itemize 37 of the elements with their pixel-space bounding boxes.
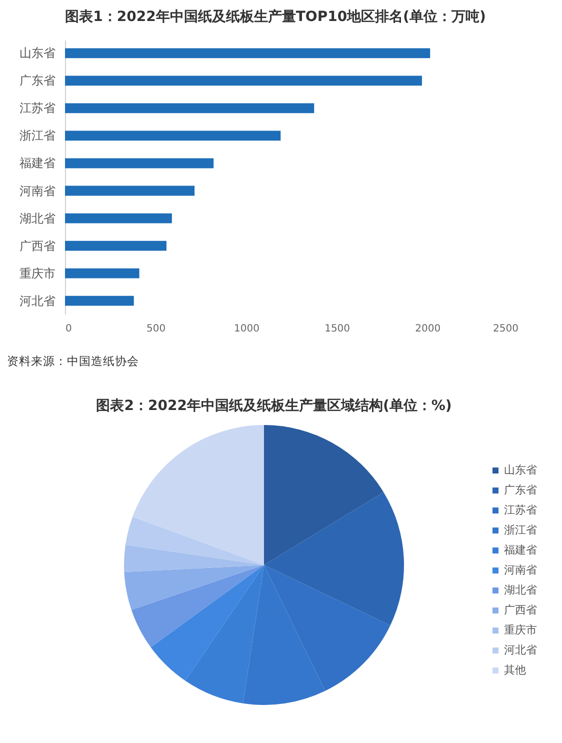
pie-slice	[124, 544, 264, 572]
chart-title: 图表2：2022年中国纸及纸板生产量区域结构(单位：%)	[96, 397, 452, 414]
text: 资料来源：中国造纸协会	[7, 354, 139, 368]
y-tick-label: 重庆市	[20, 266, 56, 280]
y-tick-label: 福建省	[20, 156, 56, 170]
x-tick-label: 500	[146, 324, 166, 334]
pie-slice	[131, 565, 264, 648]
legend-label: 山东省	[504, 464, 537, 476]
y-tick-label: 河南省	[20, 184, 56, 198]
y-tick-label: 湖北省	[20, 211, 56, 226]
legend-label: 浙江省	[504, 524, 537, 536]
legend-label: 湖北省	[504, 584, 537, 596]
pie-slice	[124, 565, 264, 610]
legend-label: 广东省	[504, 484, 537, 496]
pie-slice	[132, 425, 264, 565]
legend-label: 广西省	[504, 604, 537, 616]
x-tick-label: 1000	[234, 324, 260, 334]
legend-label: 其他	[504, 664, 526, 676]
legend-label: 福建省	[504, 544, 537, 556]
legend-label: 河北省	[504, 644, 537, 656]
x-tick-label: 1500	[324, 324, 350, 334]
y-tick-label: 广东省	[20, 74, 56, 88]
x-tick-label: 2000	[415, 324, 441, 334]
y-tick-label: 浙江省	[20, 128, 56, 143]
y-tick-label: 山东省	[20, 46, 56, 60]
pie-slice	[125, 516, 264, 565]
legend-label: 河南省	[504, 564, 537, 576]
y-tick-label: 河北省	[20, 294, 56, 308]
legend-label: 重庆市	[504, 624, 537, 636]
x-tick-label: 0	[66, 324, 72, 334]
chart-title: 图表1：2022年中国纸及纸板生产量TOP10地区排名(单位：万吨)	[65, 8, 486, 25]
pie-slice	[264, 492, 404, 626]
pie-slice	[264, 425, 384, 565]
y-tick-label: 江苏省	[20, 101, 56, 116]
y-tick-label: 广西省	[20, 238, 56, 253]
legend-label: 江苏省	[504, 504, 537, 516]
x-tick-label: 2500	[493, 324, 518, 334]
